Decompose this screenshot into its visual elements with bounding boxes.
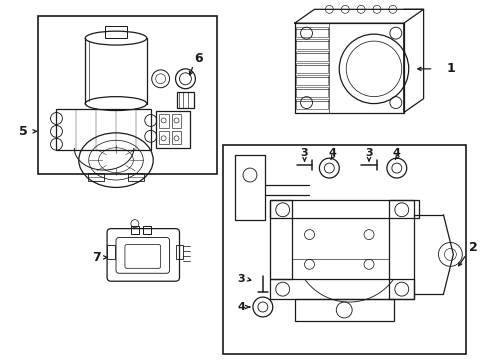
Bar [158,113,168,129]
Bar [269,200,418,218]
Bar [295,63,327,73]
Bar [171,113,181,129]
Bar [155,111,190,148]
Bar [131,226,139,234]
Text: 1: 1 [446,62,454,75]
Bar [294,23,403,113]
Text: 7: 7 [92,251,101,264]
Bar [175,246,183,260]
Bar [295,87,327,96]
Bar [388,200,413,299]
Text: 3: 3 [300,148,308,158]
Text: 2: 2 [468,241,477,254]
Bar [105,26,127,38]
Bar [269,200,291,279]
Bar [295,75,327,85]
Bar [88,173,104,181]
Bar [294,299,393,321]
Bar [171,131,181,144]
Bar [295,27,327,37]
Bar [223,145,466,354]
Text: 4: 4 [392,148,400,158]
Text: 3: 3 [237,274,244,284]
Bar [158,131,168,144]
Bar [176,92,194,108]
Text: 6: 6 [194,53,202,66]
Bar [142,226,150,234]
Bar [269,279,413,299]
Text: 5: 5 [20,125,28,138]
Text: 3: 3 [365,148,372,158]
Bar [294,23,328,113]
Text: 4: 4 [328,148,336,158]
Text: 4: 4 [237,302,244,312]
Bar [107,246,115,260]
Bar [295,99,327,109]
Bar [56,109,150,150]
Bar [128,173,143,181]
Bar [295,51,327,61]
Bar [38,16,217,174]
Bar [295,39,327,49]
